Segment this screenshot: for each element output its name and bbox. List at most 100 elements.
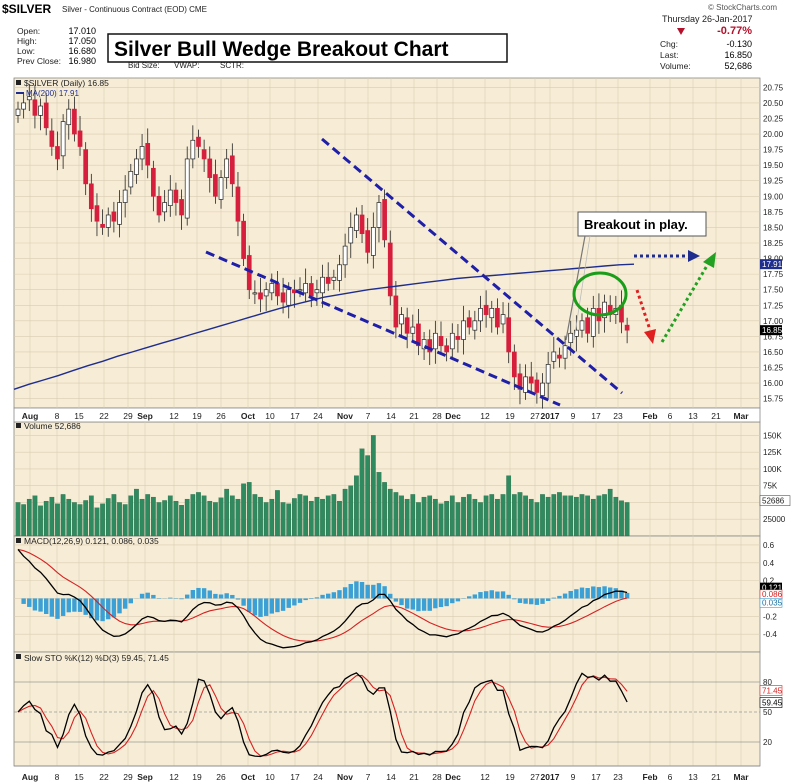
green-arrow-head-icon [703, 252, 716, 268]
volume-bar-34 [207, 500, 213, 537]
volume-bar-48 [286, 503, 292, 537]
price-ytick-20: 15.75 [763, 395, 784, 404]
volume-bar-50 [297, 494, 303, 537]
volume-bar-39 [235, 498, 241, 537]
breakout-text: Breakout in play. [584, 217, 688, 232]
volume-bar-2 [26, 498, 32, 537]
volume-bar-85 [495, 498, 500, 537]
volume-bar-89 [517, 492, 523, 537]
candle-body-60 [354, 214, 359, 231]
candle-body-46 [275, 283, 280, 297]
ma200-line [13, 263, 635, 390]
macd-hist-2 [27, 598, 32, 607]
macd-ytick-5: -0.4 [763, 630, 777, 639]
symbol-text: $SILVER [2, 2, 51, 16]
macd-hist-103 [596, 587, 602, 599]
x-label-bottom-8: 26 [216, 772, 226, 782]
price-ytick-12: 17.75 [763, 270, 784, 279]
macd-hist-19 [122, 598, 128, 609]
candle-body-23 [145, 143, 151, 166]
volume-bar-1 [21, 504, 26, 537]
volume-bar-45 [269, 498, 275, 537]
vol-ytick-0: 150K [763, 431, 782, 440]
volume-bar-0 [15, 502, 21, 537]
macd-hist-7 [55, 598, 60, 619]
volume-bar-57 [337, 500, 342, 537]
volume-bar-86 [500, 494, 506, 537]
macd-hist-85 [495, 591, 500, 599]
x-label-bottom-22: 2017 [541, 772, 560, 782]
pct-change-text: -0.77% [717, 25, 752, 37]
price-ytick-9: 18.50 [763, 223, 784, 232]
candle-body-9 [66, 108, 72, 126]
volume-bar-78 [455, 502, 461, 537]
candle-body-21 [134, 158, 139, 175]
volume-bar-60 [354, 475, 359, 537]
macd-hist-48 [286, 598, 291, 608]
vol-ytick-3: 75K [763, 482, 778, 491]
x-label-top-23: 9 [571, 411, 576, 421]
candle-body-95 [551, 351, 557, 362]
volume-bar-58 [342, 488, 348, 537]
macd-hist-80 [467, 596, 472, 599]
volume-bar-10 [72, 502, 77, 537]
candle-body-29 [179, 199, 184, 216]
volume-bar-44 [263, 502, 269, 537]
candle-body-61 [359, 214, 365, 235]
volume-bar-47 [280, 502, 286, 537]
x-label-top-13: Nov [337, 411, 353, 421]
candle-body-77 [449, 332, 455, 350]
header-label-3: Prev Close: [17, 56, 61, 66]
volume-bar-53 [314, 496, 320, 537]
volume-bar-77 [449, 495, 455, 537]
candle-body-86 [500, 314, 506, 325]
candle-body-24 [151, 167, 156, 197]
volume-bar-31 [190, 494, 196, 537]
candle-body-4 [38, 105, 43, 116]
volume-bar-62 [365, 455, 371, 537]
volume-bar-13 [88, 495, 94, 537]
macd-hist-39 [235, 598, 241, 600]
volume-bar-76 [444, 500, 449, 537]
volume-bar-98 [568, 495, 574, 537]
candle-body-51 [303, 283, 308, 294]
macd-hist-97 [562, 593, 568, 599]
x-label-bottom-19: 12 [480, 772, 490, 782]
candle-body-54 [320, 276, 325, 294]
candle-body-67 [393, 295, 399, 328]
x-label-bottom-27: 6 [668, 772, 673, 782]
macd-hist-23 [145, 592, 150, 599]
candle-body-42 [252, 292, 258, 295]
volume-bar-96 [557, 492, 562, 537]
header-label-0: Open: [17, 26, 40, 36]
x-label-top-30: Mar [733, 411, 749, 421]
volume-bar-35 [213, 502, 218, 537]
x-label-top-20: 19 [505, 411, 515, 421]
candle-body-94 [545, 364, 551, 384]
candle-body-85 [495, 308, 500, 328]
ma-tag-text: 17.91 [762, 260, 783, 269]
macd-hist-108 [624, 592, 630, 599]
volume-bar-68 [399, 495, 404, 537]
macd-hist-20 [128, 598, 133, 604]
volume-bar-56 [331, 494, 337, 537]
macd-ytick-2: 0.2 [763, 577, 775, 586]
volume-bar-29 [179, 505, 184, 537]
volume-bar-99 [574, 496, 579, 537]
volume-bar-84 [489, 494, 495, 537]
volume-bar-28 [173, 500, 179, 537]
volume-bar-102 [590, 498, 596, 537]
candle-body-104 [602, 301, 607, 319]
candle-body-98 [568, 332, 574, 343]
macd-hist-72 [421, 598, 427, 611]
macd-hist-17 [111, 598, 117, 618]
x-label-bottom-18: Dec [445, 772, 461, 782]
candle-body-19 [122, 189, 128, 203]
volume-bar-63 [370, 435, 376, 537]
candle-body-27 [167, 189, 173, 206]
header-mid-label-2: SCTR: [220, 61, 244, 70]
volume-bar-8 [60, 494, 66, 537]
volume-bar-82 [478, 502, 483, 537]
macd-hist-104 [602, 586, 607, 599]
